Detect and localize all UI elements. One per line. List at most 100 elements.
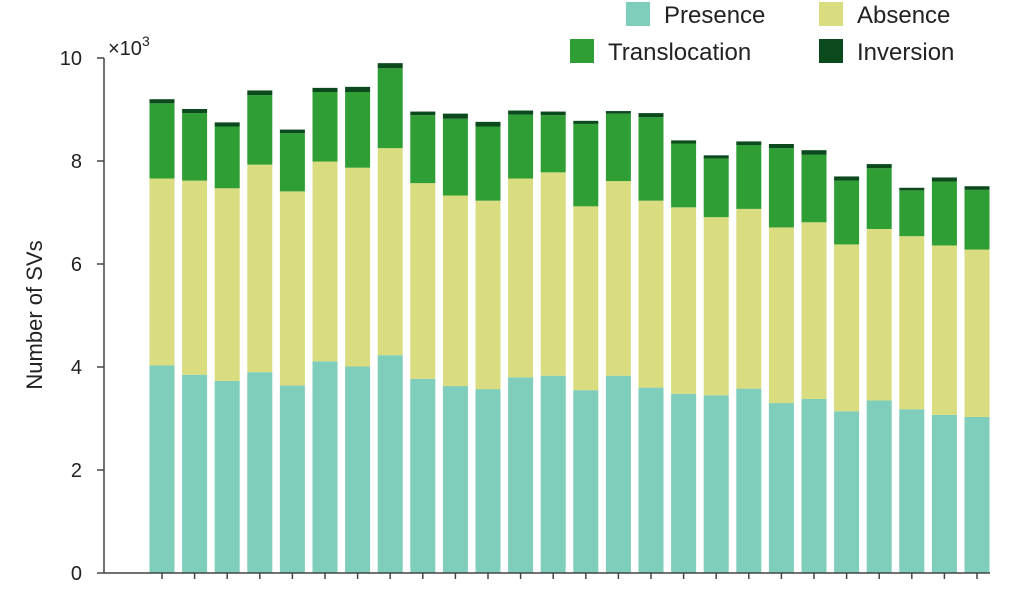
bar-segment-presence [312,361,338,573]
bar-segment-inversion [312,87,338,92]
bar-segment-translocation [899,190,925,237]
bar-segment-translocation [149,103,175,179]
bar-segment-translocation [801,154,827,223]
y-tick-label: 2 [71,460,82,482]
bar-segment-absence [671,207,697,394]
bar-segment-presence [671,393,697,573]
y-tick-label: 8 [71,151,82,173]
legend-swatch-translocation [570,39,594,63]
bar-segment-translocation [410,115,436,184]
bar-segment-presence [410,378,436,573]
bar-segment-inversion [573,120,599,124]
bar-segment-absence [182,180,208,375]
bar-segment-translocation [834,180,860,245]
bar-segment-presence [768,403,794,573]
bar-segment-absence [508,178,534,378]
y-multiplier-label: ×103 [108,33,150,60]
bar-segment-absence [345,167,371,367]
bar-segment-translocation [442,118,468,196]
legend-label-presence: Presence [664,2,765,29]
bar-segment-absence [703,217,729,396]
bar-segment-translocation [182,113,208,181]
bar-segment-presence [182,374,208,573]
bar-segment-inversion [377,63,403,69]
bar-segment-absence [736,208,762,389]
bar-segment-presence [801,398,827,573]
bar-segment-translocation [866,168,892,229]
bar-segment-translocation [377,68,403,149]
bar-segment-inversion [899,187,925,191]
bar-segment-absence [247,164,273,373]
bar-segment-absence [214,188,240,381]
legend-swatch-presence [626,2,650,26]
bar-segment-translocation [573,123,599,207]
bar-segment-absence [768,227,794,404]
bar-segment-presence [736,388,762,573]
y-axis-label: Number of SVs [22,240,47,389]
legend-label-inversion: Inversion [857,39,954,66]
bar-segment-inversion [182,108,208,114]
bar-segment-absence [279,191,305,386]
bar-segment-inversion [768,144,794,149]
bar-segment-absence [964,249,990,417]
bar-segment-translocation [605,113,631,182]
bar-segment-presence [866,400,892,573]
bar-segment-absence [312,161,338,362]
bar-segment-presence [964,416,990,573]
bar-segment-translocation [312,91,338,162]
bar-segment-translocation [279,133,305,192]
bar-segment-translocation [540,115,566,173]
bar-segment-translocation [671,143,697,208]
bar-segment-presence [508,377,534,573]
bar-segment-inversion [736,141,762,146]
legend-label-translocation: Translocation [608,39,751,66]
bar-segment-absence [899,236,925,410]
bar-segment-translocation [247,95,273,165]
bar-segment-inversion [345,86,371,92]
bar-segment-presence [834,411,860,573]
legend: Presence Absence Translocation Inversion [570,2,954,66]
bar-segment-presence [279,385,305,573]
y-tick-label: 6 [71,254,82,276]
bar-segment-inversion [475,121,501,127]
bar-segment-inversion [149,99,175,104]
bar-segment-inversion [931,177,957,182]
bar-segment-inversion [540,111,566,116]
bar-segment-translocation [475,126,501,201]
bar-segment-absence [605,181,631,376]
bar-segment-translocation [964,189,990,250]
y-multiplier-exponent: 3 [142,33,150,49]
bar-segment-inversion [214,122,240,127]
bar-segment-inversion [964,186,990,190]
bar-segment-translocation [345,91,371,168]
bar-segment-inversion [801,150,827,155]
bar-segment-absence [377,148,403,356]
bar-segment-absence [866,228,892,401]
bar-segment-absence [149,178,175,366]
bar-segment-inversion [247,90,273,96]
bar-segment-absence [573,206,599,391]
bar-segment-presence [214,380,240,573]
y-tick-label: 4 [71,357,82,379]
bar-segment-presence [475,389,501,573]
bar-segment-absence [801,222,827,399]
bar-segment-inversion [442,113,468,119]
axes-layer: 0 2 4 6 8 10 [60,48,978,585]
bar-segment-translocation [214,126,240,189]
bar-segment-translocation [768,148,794,228]
bar-segment-inversion [279,129,305,134]
bar-segment-inversion [834,176,860,181]
bar-segment-presence [931,414,957,573]
bar-segment-presence [899,409,925,573]
bar-segment-absence [540,172,566,376]
legend-swatch-absence [819,2,843,26]
legend-label-absence: Absence [857,2,950,29]
bar-segment-absence [442,195,468,387]
bars-layer [149,63,990,573]
y-tick-label: 0 [71,563,82,585]
bar-segment-presence [247,372,273,573]
bar-segment-presence [638,387,664,573]
bar-segment-presence [573,390,599,573]
bar-segment-translocation [931,181,957,246]
